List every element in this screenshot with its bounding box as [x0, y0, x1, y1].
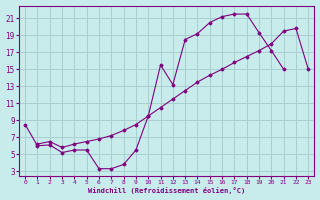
X-axis label: Windchill (Refroidissement éolien,°C): Windchill (Refroidissement éolien,°C): [88, 187, 245, 194]
